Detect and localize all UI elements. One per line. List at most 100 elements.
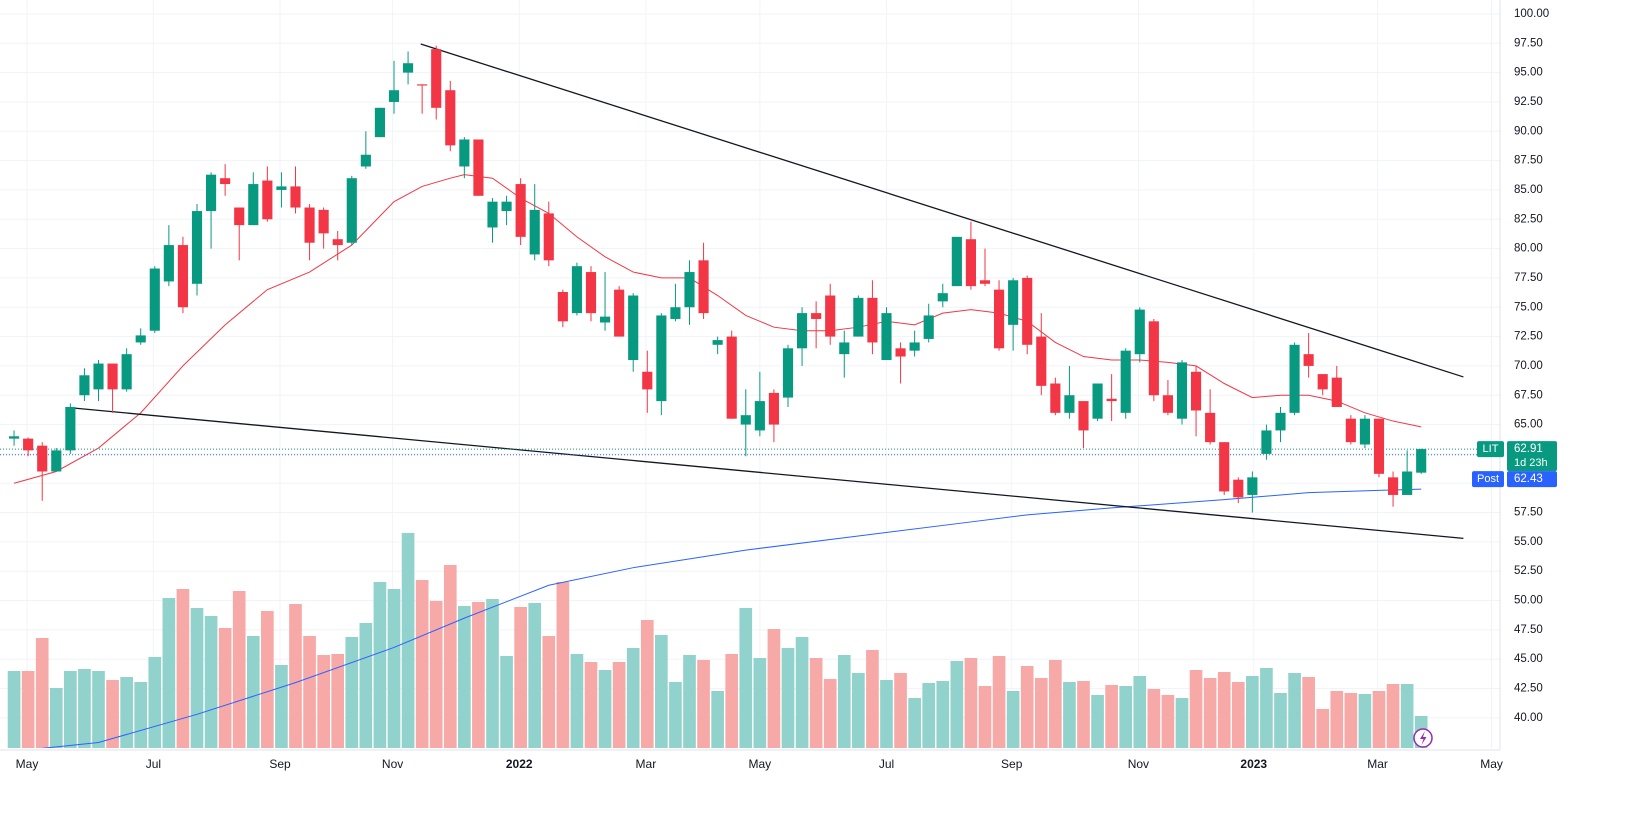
candle-body	[1205, 412, 1216, 443]
volume-bar	[415, 580, 429, 748]
volume-bar	[486, 599, 499, 748]
volume-bar	[176, 589, 190, 748]
volume-bar	[1063, 682, 1076, 748]
y-tick-label: 57.50	[1514, 507, 1543, 519]
candle-body	[1022, 277, 1033, 345]
volume-bar	[880, 680, 893, 748]
volume-pane	[7, 533, 1428, 748]
candle-body	[1176, 362, 1188, 419]
volume-bar	[1034, 678, 1048, 748]
volume-bar	[683, 655, 696, 748]
volume-bar	[49, 688, 63, 748]
candle-body	[1261, 430, 1272, 454]
volume-bar	[1175, 698, 1189, 748]
candle-body	[670, 307, 681, 319]
candle-body	[923, 315, 934, 339]
volume-bar	[1077, 681, 1090, 748]
x-tick-label: Jul	[146, 757, 161, 771]
candle-body	[768, 392, 779, 425]
candles	[9, 45, 1427, 513]
volume-bar	[289, 604, 302, 748]
candle-body	[614, 289, 625, 337]
volume-bar	[739, 608, 753, 748]
volume-bar	[21, 671, 35, 748]
y-tick-label: 47.50	[1514, 624, 1543, 636]
candle-body	[979, 280, 991, 284]
candle-body	[1233, 479, 1244, 498]
volume-bar	[753, 658, 767, 748]
candle-body	[79, 375, 90, 396]
volume-bar	[556, 582, 570, 748]
volume-bar	[697, 660, 710, 748]
volume-bar	[1386, 684, 1400, 748]
candle-body	[1373, 418, 1385, 474]
y-tick-label: 77.50	[1514, 272, 1543, 284]
volume-bar	[964, 658, 978, 748]
candle-body	[1416, 449, 1427, 473]
symbol-badge	[1477, 441, 1504, 458]
candle-body	[515, 184, 526, 237]
volume-bar	[7, 671, 21, 748]
volume-bar	[500, 656, 513, 748]
volume-bar	[922, 683, 936, 748]
candle-body	[825, 295, 836, 337]
candle-body	[431, 49, 442, 108]
volume-bar	[1372, 691, 1386, 748]
candle-body	[1008, 280, 1019, 325]
y-tick-label: 75.00	[1514, 301, 1543, 313]
y-tick-label: 40.00	[1514, 712, 1543, 724]
candle-body	[656, 315, 667, 402]
candle-body	[9, 436, 20, 439]
volume-bar	[584, 662, 598, 748]
symbol-label: LIT	[1483, 443, 1499, 455]
candle-body	[1402, 471, 1413, 495]
candle-body	[51, 450, 62, 472]
candle-body	[121, 354, 132, 390]
volume-bar	[626, 648, 640, 748]
last-price-label: 62.91	[1514, 443, 1543, 455]
candle-body	[881, 313, 892, 361]
volume-bar	[232, 591, 246, 748]
candle-body	[23, 438, 34, 451]
candle-body	[895, 348, 906, 357]
candle-body	[1275, 412, 1286, 431]
volume-bar	[542, 636, 556, 748]
candle-body	[712, 340, 723, 345]
volume-bar	[190, 608, 204, 748]
volume-bar	[92, 671, 105, 748]
volume-bar	[1105, 685, 1118, 748]
y-tick-label: 45.00	[1514, 653, 1543, 665]
volume-bar	[345, 637, 359, 748]
volume-bar	[1344, 693, 1358, 748]
volume-bar	[598, 670, 612, 748]
volume-bar	[1006, 691, 1020, 748]
volume-bar	[866, 650, 879, 748]
candle-body	[473, 139, 484, 196]
candle-body	[135, 335, 146, 343]
candle-body	[445, 90, 456, 146]
post-label: Post	[1477, 473, 1499, 485]
volume-bar	[134, 682, 148, 748]
x-tick-label: Nov	[1128, 757, 1149, 771]
moving-average	[42, 488, 1422, 748]
trend-line	[420, 43, 1464, 378]
volume-bar	[894, 673, 907, 748]
x-tick-label: May	[16, 757, 39, 771]
trend-line	[74, 407, 1464, 540]
lightning-icon[interactable]	[1413, 728, 1433, 748]
volume-bar	[978, 686, 992, 748]
y-tick-label: 85.00	[1514, 184, 1543, 196]
post-price-label: 62.43	[1514, 473, 1543, 485]
volume-bar	[120, 677, 133, 748]
candle-body	[867, 297, 878, 343]
volume-bar	[1246, 676, 1259, 748]
volume-bar	[261, 611, 274, 748]
candle-body	[177, 245, 188, 308]
candle-body	[37, 445, 48, 472]
candle-body	[1106, 398, 1117, 402]
x-tick-label: May	[1480, 757, 1503, 771]
candle-body	[1190, 371, 1202, 411]
x-tick-label: May	[749, 757, 772, 771]
volume-bar	[1400, 684, 1414, 748]
volume-bar	[1288, 673, 1301, 748]
